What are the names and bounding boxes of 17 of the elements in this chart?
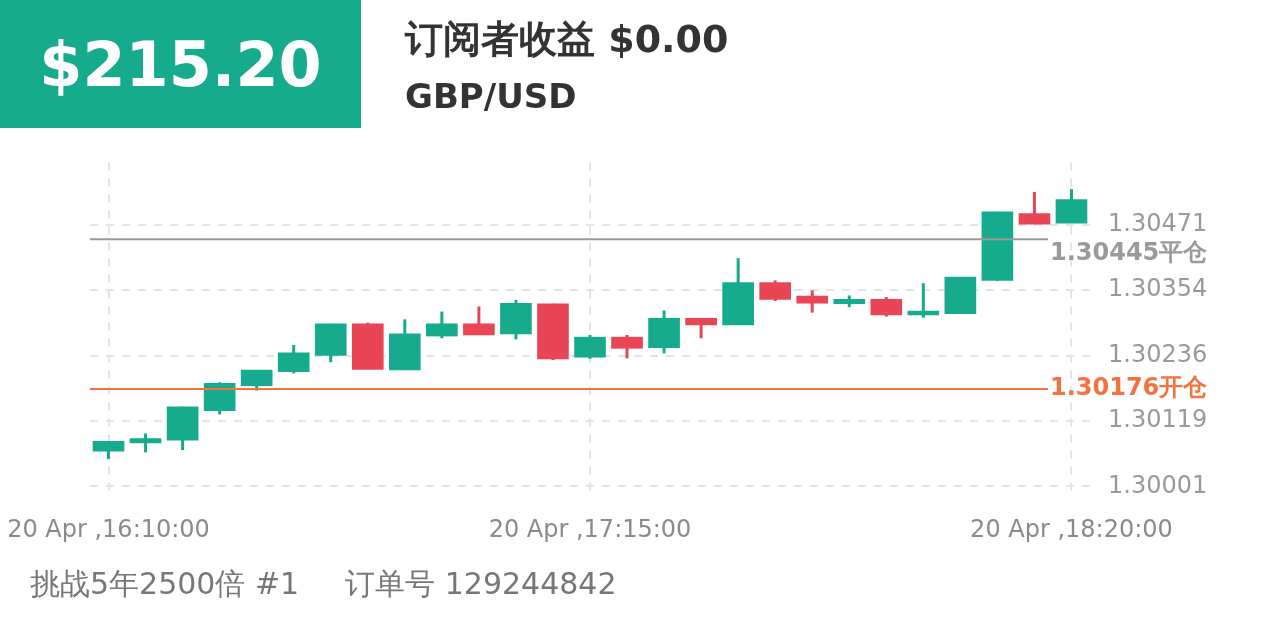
x-tick-label: 20 Apr ,18:20:00 [970,515,1173,544]
x-tick-label: 20 Apr ,16:10:00 [7,515,210,544]
candlestick [796,290,829,313]
text: 订单号 129244842 [345,565,617,603]
y-tick-label: 1.30471 [1108,208,1208,237]
y-tick-label: 1.30001 [1108,470,1208,499]
y-tick-label: 1.30354 [1108,274,1208,303]
x-tick-label: 20 Apr ,17:15:00 [488,515,692,544]
candlestick [129,433,162,453]
ref-line-label: 1.30176开仓 [1050,373,1209,402]
text: 挑战5年2500倍 #1 [30,565,300,603]
y-tick-label: 1.30119 [1108,404,1208,433]
text: $215.20 [39,27,322,101]
chart-title: 订阅者收益 $0.00 [405,16,729,63]
y-tick-label: 1.30236 [1108,339,1208,368]
ref-line-label: 1.30445平仓 [1050,238,1209,267]
chart-subtitle: GBP/USD [405,76,577,116]
